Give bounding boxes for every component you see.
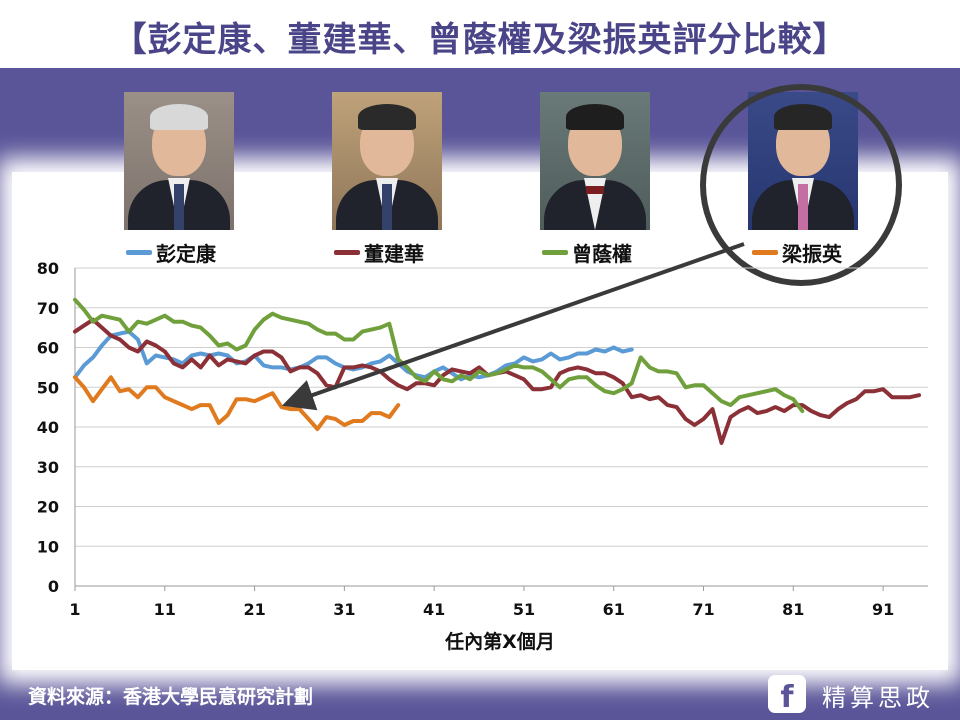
y-tick-label: 10 xyxy=(37,537,59,556)
series-line-曾蔭權 xyxy=(73,297,805,414)
x-tick-label: 41 xyxy=(423,600,445,619)
portrait-tsang xyxy=(540,92,650,230)
legend-label: 董建華 xyxy=(364,242,424,266)
legend-swatch xyxy=(126,250,152,255)
legend-item-梁振英: 梁振英 xyxy=(752,238,842,267)
x-tick-label: 31 xyxy=(333,600,355,619)
y-tick-label: 70 xyxy=(37,299,59,318)
legend-item-董建華: 董建華 xyxy=(334,238,424,267)
y-tick-label: 20 xyxy=(37,498,59,517)
y-tick-label: 40 xyxy=(37,418,59,437)
brand-name: 精算思政 xyxy=(822,684,934,712)
y-tick-label: 30 xyxy=(37,458,59,477)
legend-item-曾蔭權: 曾蔭權 xyxy=(542,238,632,267)
y-tick-label: 60 xyxy=(37,339,59,358)
facebook-icon[interactable]: f xyxy=(768,675,806,713)
series-line-董建華 xyxy=(73,317,921,445)
legend-label: 梁振英 xyxy=(782,242,842,266)
x-tick-label: 11 xyxy=(154,600,176,619)
legend-label: 彭定康 xyxy=(156,242,216,266)
x-tick-label: 71 xyxy=(692,600,714,619)
portrait-patten xyxy=(124,92,234,230)
x-tick-label: 81 xyxy=(782,600,804,619)
annotation-arrow xyxy=(281,242,745,411)
source-note: 資料來源：香港大學民意研究計劃 xyxy=(28,686,314,708)
legend-swatch xyxy=(334,250,360,255)
x-tick-label: 51 xyxy=(513,600,535,619)
series-line-梁振英 xyxy=(73,375,401,431)
x-tick-label: 21 xyxy=(243,600,265,619)
y-tick-label: 50 xyxy=(37,378,59,397)
x-axis-title: 任內第X個月 xyxy=(444,630,555,653)
y-tick-label: 80 xyxy=(37,259,59,278)
page-title: 【彭定康、董建華、曾蔭權及梁振英評分比較】 xyxy=(112,19,848,60)
legend-swatch xyxy=(752,250,778,255)
y-tick-label: 0 xyxy=(48,577,59,596)
legend-swatch xyxy=(542,250,568,255)
legend-label: 曾蔭權 xyxy=(572,242,632,266)
x-tick-label: 61 xyxy=(603,600,625,619)
x-tick-label: 1 xyxy=(69,600,80,619)
legend-item-彭定康: 彭定康 xyxy=(126,238,216,267)
portrait-tung xyxy=(332,92,442,230)
title-bar: 【彭定康、董建華、曾蔭權及梁振英評分比較】 xyxy=(0,0,960,72)
highlight-circle xyxy=(700,84,902,286)
x-tick-label: 91 xyxy=(872,600,894,619)
